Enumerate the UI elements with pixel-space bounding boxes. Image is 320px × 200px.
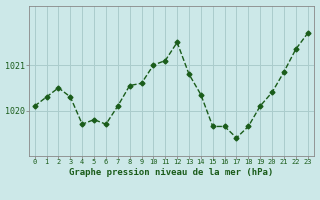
X-axis label: Graphe pression niveau de la mer (hPa): Graphe pression niveau de la mer (hPa) bbox=[69, 168, 273, 177]
